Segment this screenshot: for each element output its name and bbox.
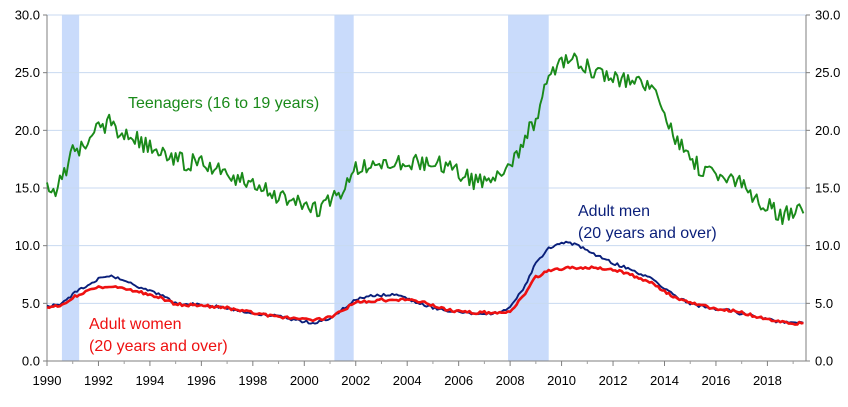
x-tick-label: 1996 xyxy=(187,373,216,388)
x-tick-label: 2018 xyxy=(753,373,782,388)
x-tick-label: 2006 xyxy=(444,373,473,388)
y-tick-label-left: 20.0 xyxy=(15,123,40,138)
y-tick-label-right: 10.0 xyxy=(815,238,840,253)
y-tick-label-left: 30.0 xyxy=(15,8,40,23)
y-tick-label-left: 10.0 xyxy=(15,238,40,253)
y-tick-label-right: 25.0 xyxy=(815,65,840,80)
y-tick-label-right: 5.0 xyxy=(815,296,833,311)
axes: 0.0 0.0 5.0 5.0 10.0 10.0 15.0 15.0 20.0 20.0 25.0… xyxy=(15,8,841,389)
x-tick-label: 1994 xyxy=(135,373,164,388)
annotation-men-line-1: Adult men xyxy=(578,203,650,220)
y-tick-label-right: 30.0 xyxy=(815,8,840,23)
x-tick-label: 1998 xyxy=(238,373,267,388)
y-tick-label-right: 20.0 xyxy=(815,123,840,138)
y-tick-label-right: 15.0 xyxy=(815,181,840,196)
y-tick-label-left: 25.0 xyxy=(15,65,40,80)
x-tick-label: 2012 xyxy=(599,373,628,388)
y-tick-label-right: 0.0 xyxy=(815,354,833,369)
x-tick-label: 2008 xyxy=(496,373,525,388)
annotation-women-line-2: (20 years and over) xyxy=(89,338,228,355)
x-tick-label: 1992 xyxy=(84,373,113,388)
x-tick-label: 1990 xyxy=(33,373,62,388)
y-tick-label-left: 5.0 xyxy=(22,296,40,311)
series-lines xyxy=(46,52,805,326)
x-tick-label: 2000 xyxy=(290,373,319,388)
annotation-men-line-2: (20 years and over) xyxy=(578,225,717,242)
annotation-teen-line-1: Teenagers (16 to 19 years) xyxy=(128,95,319,112)
x-tick-label: 2014 xyxy=(650,373,679,388)
x-tick-label: 2002 xyxy=(341,373,370,388)
x-tick-label: 2004 xyxy=(393,373,422,388)
series-line-adult-men xyxy=(46,240,804,325)
series-line-adult-women xyxy=(46,265,804,326)
series-line-teenagers xyxy=(46,52,805,226)
x-tick-label: 2010 xyxy=(547,373,576,388)
x-tick-label: 2016 xyxy=(701,373,730,388)
y-tick-label-left: 0.0 xyxy=(22,354,40,369)
y-tick-label-left: 15.0 xyxy=(15,181,40,196)
series-annotations: Teenagers (16 to 19 years) Adult men (20 y… xyxy=(89,95,717,355)
annotation-women-line-1: Adult women xyxy=(89,316,182,333)
